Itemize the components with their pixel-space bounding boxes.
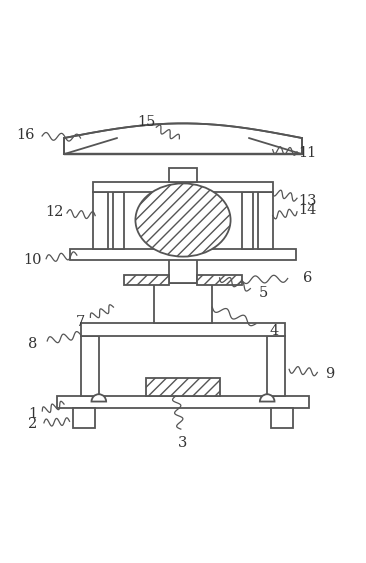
Bar: [154, 283, 212, 323]
Text: 15: 15: [137, 115, 156, 129]
Bar: [81, 336, 99, 396]
Text: 2: 2: [28, 417, 38, 431]
Bar: [169, 168, 197, 182]
Bar: [267, 336, 285, 396]
Ellipse shape: [135, 184, 231, 257]
Bar: [93, 182, 273, 192]
Text: 1: 1: [29, 407, 37, 421]
Bar: [242, 192, 253, 248]
Polygon shape: [64, 138, 302, 154]
Text: 3: 3: [178, 436, 188, 450]
Polygon shape: [64, 123, 302, 138]
Text: 14: 14: [298, 203, 317, 217]
Wedge shape: [260, 394, 274, 401]
Text: 9: 9: [325, 367, 334, 381]
Bar: [113, 192, 124, 248]
Text: 10: 10: [24, 253, 42, 267]
Text: 4: 4: [270, 324, 279, 338]
Text: 13: 13: [298, 194, 317, 208]
Bar: [271, 408, 293, 428]
Bar: [258, 192, 273, 248]
Bar: [70, 248, 296, 260]
Bar: [124, 275, 169, 285]
Bar: [169, 246, 197, 283]
Text: 8: 8: [28, 337, 38, 351]
Bar: [73, 408, 95, 428]
Text: 5: 5: [259, 286, 268, 300]
Text: 11: 11: [298, 146, 317, 160]
Bar: [146, 378, 220, 396]
Wedge shape: [92, 394, 106, 401]
Text: 6: 6: [303, 271, 312, 285]
Text: 12: 12: [46, 205, 64, 219]
Bar: [81, 323, 285, 336]
Bar: [169, 140, 197, 154]
Bar: [93, 192, 108, 248]
Text: 7: 7: [76, 315, 85, 329]
Bar: [57, 396, 309, 408]
Bar: [197, 275, 242, 285]
Text: 16: 16: [16, 128, 35, 142]
